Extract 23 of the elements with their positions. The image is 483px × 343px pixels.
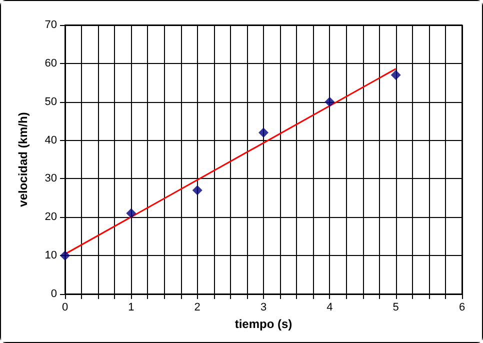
x-tick-label: 1 bbox=[128, 302, 134, 314]
x-tick-label: 0 bbox=[62, 302, 68, 314]
x-tick-label: 2 bbox=[194, 302, 200, 314]
y-tick-label: 10 bbox=[44, 250, 57, 262]
point bbox=[324, 96, 335, 107]
point bbox=[60, 250, 70, 261]
y-tick-label: 70 bbox=[44, 19, 57, 31]
y-tick-label: 30 bbox=[44, 172, 57, 185]
x-tick-label: 6 bbox=[458, 302, 466, 314]
y-tick-label: 40 bbox=[44, 134, 57, 146]
y-tick-label: 0 bbox=[50, 288, 57, 300]
x-tick-label: 4 bbox=[326, 302, 333, 314]
y-axis-title: velocidad (km/h) bbox=[16, 112, 30, 207]
point bbox=[126, 208, 136, 218]
point bbox=[192, 185, 202, 196]
point bbox=[258, 128, 268, 138]
x-tick-label: 3 bbox=[260, 302, 267, 314]
y-tick-label: 50 bbox=[44, 96, 57, 108]
x-axis-title: tiempo (s) bbox=[234, 317, 292, 331]
y-tick-label: 60 bbox=[44, 57, 57, 70]
point bbox=[390, 70, 401, 80]
x-tick-label: 5 bbox=[392, 302, 399, 314]
y-tick-label: 20 bbox=[44, 211, 57, 224]
